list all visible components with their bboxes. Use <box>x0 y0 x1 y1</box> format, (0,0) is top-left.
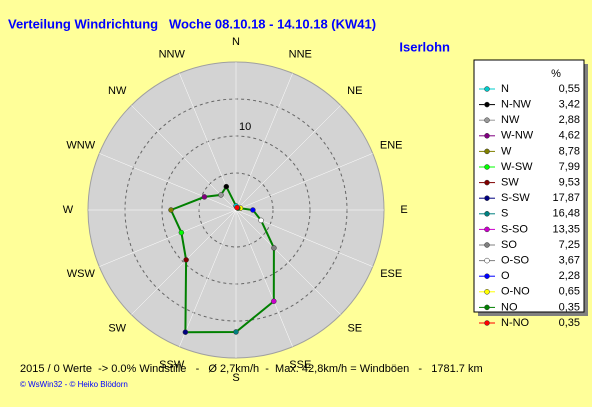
grid-spoke <box>235 73 293 211</box>
legend-marker <box>484 86 490 92</box>
legend-marker <box>484 242 490 248</box>
legend-label: O-NO <box>501 286 530 298</box>
direction-label: SW <box>108 323 126 335</box>
legend-value: 17,87 <box>552 192 580 204</box>
legend-value: 7,99 <box>559 161 580 173</box>
legend-value: 0,35 <box>559 317 580 329</box>
legend-marker <box>484 273 490 279</box>
legend-label: N <box>501 83 509 95</box>
direction-label: ENE <box>380 140 403 152</box>
location: Iserlohn <box>399 39 450 54</box>
point <box>250 207 256 213</box>
direction-label: WSW <box>67 268 96 280</box>
legend-label: O-SO <box>501 255 530 267</box>
credits: © WsWin32 - © Heiko Blödorn <box>20 380 128 389</box>
legend-label: N-NO <box>501 317 530 329</box>
legend-value: 2,28 <box>559 270 580 282</box>
grid-spoke <box>99 209 237 267</box>
point <box>178 229 185 236</box>
legend-marker <box>484 179 490 186</box>
legend-value: 3,67 <box>559 255 580 267</box>
legend-marker <box>484 304 490 311</box>
legend-value: 8,78 <box>559 145 580 157</box>
legend-header: % <box>551 68 561 80</box>
point <box>223 183 230 190</box>
grid-spoke <box>235 209 293 347</box>
legend-marker <box>484 101 490 108</box>
grid-spoke <box>131 209 237 315</box>
legend-label: W-NW <box>501 130 534 142</box>
point <box>233 329 239 335</box>
legend-value: 7,25 <box>559 239 580 251</box>
legend <box>473 59 585 313</box>
point <box>258 217 264 224</box>
legend-label: SO <box>501 239 517 251</box>
legend-marker <box>484 195 490 201</box>
legend-marker <box>484 226 490 233</box>
direction-label: NNE <box>289 49 312 61</box>
direction-label: NNW <box>159 49 186 61</box>
grid-spoke <box>179 209 237 347</box>
direction-label: WNW <box>66 140 95 152</box>
direction-label: SSW <box>159 359 185 371</box>
legend-value: 13,35 <box>552 223 580 235</box>
legend-value: 4,62 <box>559 130 580 142</box>
legend-marker <box>484 148 490 155</box>
point <box>271 245 277 251</box>
chart-title: Verteilung Windrichtung Woche 08.10.18 -… <box>8 16 376 31</box>
point <box>168 207 174 213</box>
point <box>234 204 240 211</box>
legend-value: 0,55 <box>559 83 580 95</box>
grid-spoke <box>235 153 373 211</box>
legend-marker <box>484 320 490 326</box>
grid-spoke <box>235 209 341 315</box>
legend-label: SW <box>501 177 519 189</box>
direction-label: ESE <box>380 268 402 280</box>
legend-marker <box>484 133 490 139</box>
legend-value: 0,65 <box>559 286 580 298</box>
grid-spoke <box>99 153 237 211</box>
r-tick-label: 10 <box>239 121 251 133</box>
legend-label: N-NW <box>501 99 532 111</box>
direction-label: E <box>400 204 407 216</box>
legend-label: W <box>501 145 512 157</box>
point <box>183 257 189 263</box>
legend-marker <box>484 164 490 170</box>
point <box>218 192 224 198</box>
point <box>182 329 189 335</box>
legend-label: W-SW <box>501 161 533 173</box>
direction-label: N <box>232 36 240 48</box>
legend-label: S <box>501 208 508 220</box>
footer: 2015 / 0 Werte -> 0.0% Windstille - Ø 2,… <box>20 363 483 375</box>
legend-label: NW <box>501 114 520 126</box>
grid-spoke <box>235 105 341 211</box>
legend-label: S-SW <box>501 192 530 204</box>
legend-marker <box>484 117 490 123</box>
legend-value: 2,88 <box>559 114 580 126</box>
legend-marker <box>484 211 490 217</box>
direction-label: S <box>232 372 239 384</box>
legend-value: 3,42 <box>559 99 580 111</box>
legend-value: 9,53 <box>559 177 580 189</box>
point <box>201 194 208 200</box>
legend-value: 0,35 <box>559 301 580 313</box>
legend-label: NO <box>501 301 518 313</box>
legend-label: S-SO <box>501 223 528 235</box>
grid-spoke <box>131 105 237 211</box>
direction-label: NW <box>108 85 127 97</box>
direction-label: SSE <box>289 359 311 371</box>
legend-value: 16,48 <box>552 208 580 220</box>
legend-label: O <box>501 270 510 282</box>
direction-label: NE <box>347 85 362 97</box>
point <box>271 298 277 305</box>
direction-label: W <box>63 204 74 216</box>
direction-label: SE <box>347 323 362 335</box>
legend-marker <box>484 257 490 264</box>
legend-marker <box>484 289 490 295</box>
